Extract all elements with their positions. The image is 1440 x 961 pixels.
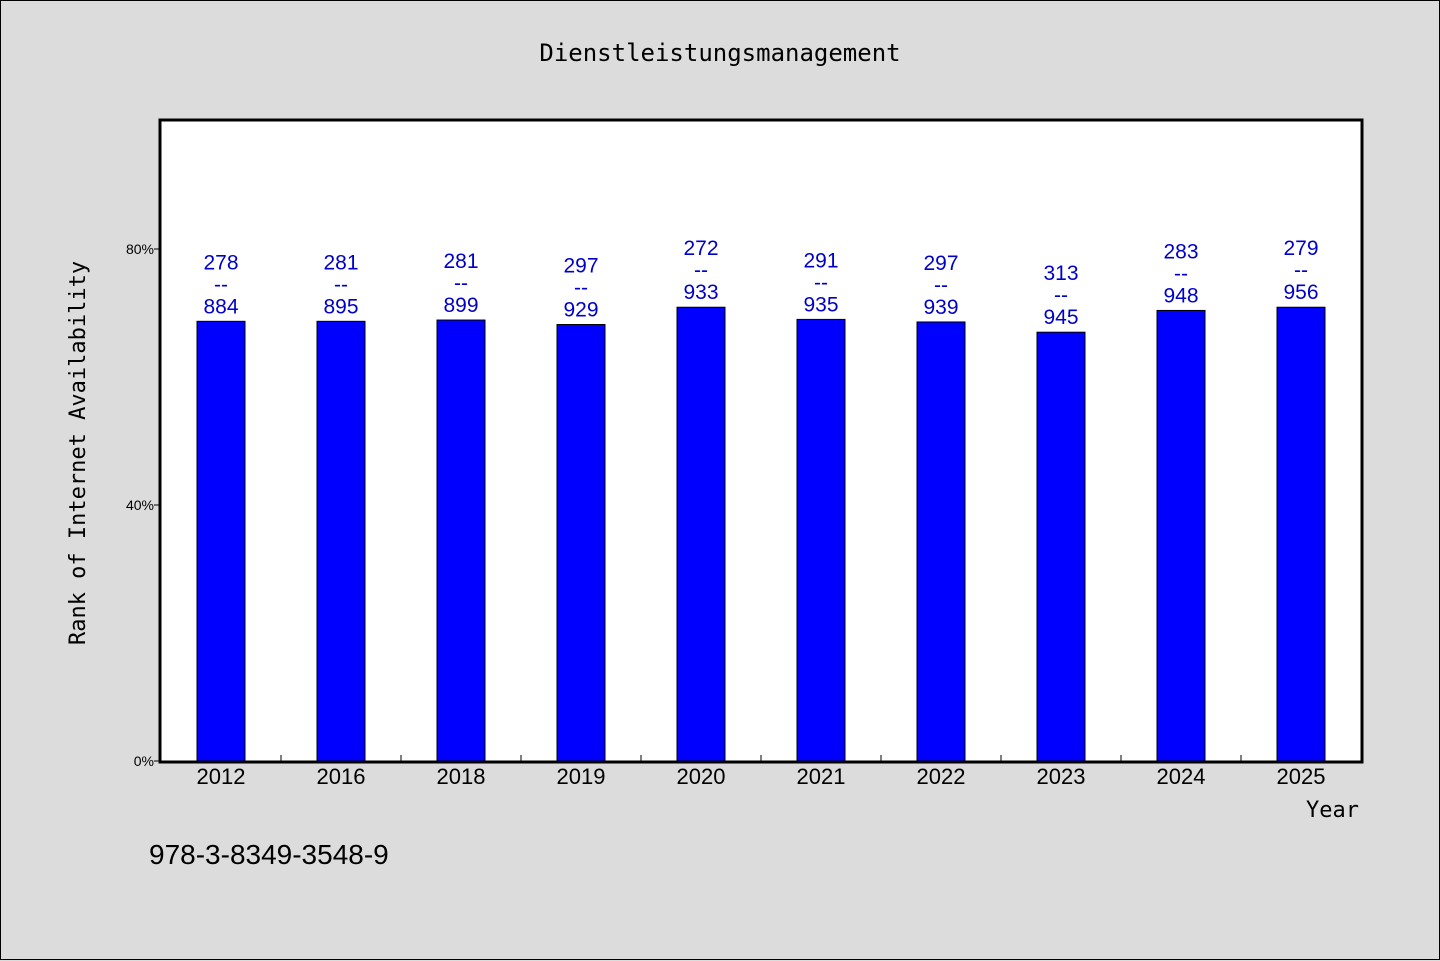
x-tick-label-2012: 2012	[197, 764, 246, 789]
data-label-2018-2: 899	[443, 294, 478, 317]
data-label-2018-0: 281	[443, 250, 478, 273]
data-label-2021-2: 935	[803, 293, 838, 316]
bar-labels-group: 278--884281--895281--899297--929272--933…	[203, 237, 1318, 329]
bar-2012	[196, 320, 246, 762]
bar-2018	[436, 319, 486, 762]
x-tick-label-2016: 2016	[317, 764, 366, 789]
y-tick-label-0: 0%	[134, 753, 154, 769]
data-label-2022-1: --	[934, 274, 948, 297]
x-tick-label-2018: 2018	[437, 764, 486, 789]
y-tick-label-1: 40%	[126, 497, 154, 513]
x-axis: 2012 2016 2018 2019 2020 2021 2022 2023 2024 2025	[197, 755, 1326, 789]
data-label-2022-2: 939	[923, 296, 958, 319]
bar-2022	[916, 321, 966, 762]
x-axis-label: Year	[1306, 798, 1359, 823]
data-label-2020-0: 272	[683, 237, 718, 260]
chart-title: Dienstleistungsmanagement	[539, 39, 900, 67]
x-tick-label-2021: 2021	[797, 764, 846, 789]
data-label-2021-0: 291	[803, 249, 838, 272]
data-label-2012-1: --	[214, 273, 228, 296]
data-label-2024-0: 283	[1163, 240, 1198, 263]
data-label-2025-2: 956	[1283, 281, 1318, 304]
bars-group	[196, 306, 1326, 762]
data-label-2020-1: --	[694, 259, 708, 282]
data-label-2021-1: --	[814, 271, 828, 294]
data-label-2018-1: --	[454, 272, 468, 295]
y-tick-label-2: 80%	[126, 241, 154, 257]
data-label-2024-2: 948	[1163, 284, 1198, 307]
x-tick-label-2025: 2025	[1277, 764, 1326, 789]
data-label-2019-0: 297	[563, 255, 598, 278]
bar-2025	[1276, 306, 1326, 762]
x-tick-label-2023: 2023	[1037, 764, 1086, 789]
data-label-2019-1: --	[574, 277, 588, 300]
data-label-2024-1: --	[1174, 262, 1188, 285]
footer-isbn: 978-3-8349-3548-9	[149, 839, 389, 870]
data-label-2016-2: 895	[323, 295, 358, 318]
y-axis: 0% 40% 80%	[126, 241, 161, 769]
x-tick-label-2020: 2020	[677, 764, 726, 789]
data-label-2012-2: 884	[203, 295, 238, 318]
bar-2019	[556, 324, 606, 762]
data-label-2020-2: 933	[683, 281, 718, 304]
bar-2016	[316, 320, 366, 762]
data-label-2025-0: 279	[1283, 237, 1318, 260]
x-tick-label-2019: 2019	[557, 764, 606, 789]
bar-2021	[796, 318, 846, 762]
data-label-2023-0: 313	[1043, 262, 1078, 285]
x-tick-label-2022: 2022	[917, 764, 966, 789]
data-label-2012-0: 278	[203, 251, 238, 274]
x-tick-label-2024: 2024	[1157, 764, 1206, 789]
data-label-2016-0: 281	[323, 251, 358, 274]
y-axis-label: Rank of Internet Availability	[66, 261, 91, 645]
data-label-2022-0: 297	[923, 252, 958, 275]
data-label-2023-2: 945	[1043, 306, 1078, 329]
bar-2020	[676, 306, 726, 762]
bar-2024	[1156, 309, 1206, 762]
data-label-2016-1: --	[334, 273, 348, 296]
bar-2023	[1036, 331, 1086, 762]
data-label-2023-1: --	[1054, 284, 1068, 307]
data-label-2019-2: 929	[563, 299, 598, 322]
data-label-2025-1: --	[1294, 259, 1308, 282]
